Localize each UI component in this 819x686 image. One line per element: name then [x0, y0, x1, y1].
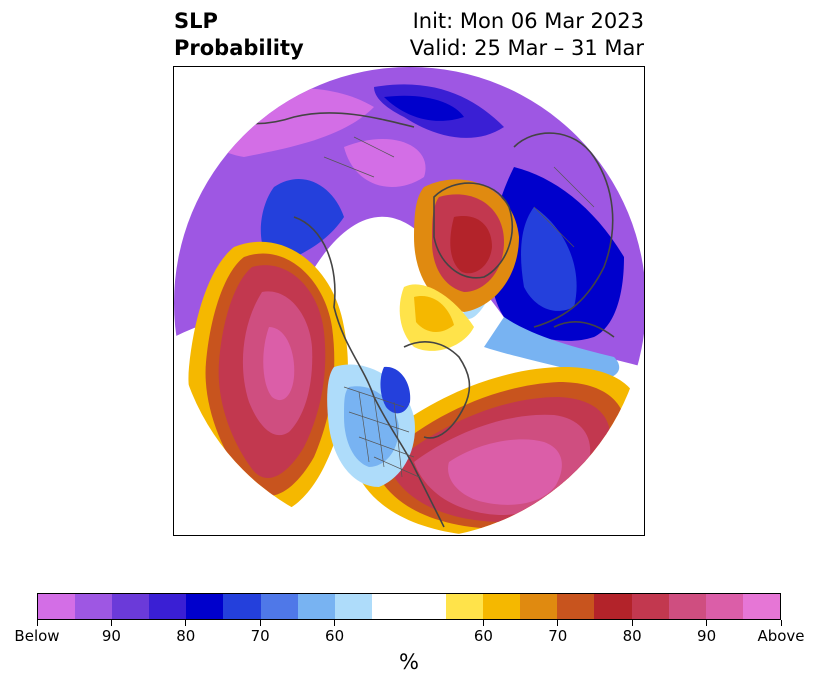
- colorbar-segment: [705, 594, 743, 619]
- colorbar-tick-label: Above: [757, 627, 805, 645]
- colorbar-segment: [520, 594, 558, 619]
- init-date: Init: Mon 06 Mar 2023: [412, 9, 644, 33]
- chart-title-left: SLP Probability: [174, 8, 304, 62]
- colorbar-tick: [482, 620, 484, 626]
- colorbar-tick: [780, 620, 782, 626]
- borders: [323, 136, 595, 478]
- colorbar-segment: [186, 594, 224, 619]
- colorbar-tick: [334, 620, 336, 626]
- colorbar-tick: [185, 620, 187, 626]
- colorbar-tick-label: 60: [325, 627, 345, 645]
- colorbar-tick-label: 80: [176, 627, 196, 645]
- above-anomaly-arctic: [399, 179, 519, 351]
- above-anomaly-pacific: [188, 241, 348, 515]
- colorbar-segment: [594, 594, 632, 619]
- colorbar-tick-label: 90: [101, 627, 121, 645]
- polar-map: [174, 67, 644, 535]
- colorbar-tick-label: 70: [250, 627, 270, 645]
- colorbar-segment: [223, 594, 261, 619]
- colorbar-segment: [149, 594, 187, 619]
- colorbar-segment: [668, 594, 706, 619]
- colorbar-segment: [742, 594, 780, 619]
- colorbar-tick: [110, 620, 112, 626]
- colorbar-tick: [631, 620, 633, 626]
- colorbar-segment: [371, 594, 409, 619]
- colorbar-segment: [38, 594, 76, 619]
- colorbar-segment: [260, 594, 298, 619]
- colorbar: [37, 593, 781, 620]
- colorbar-tick: [706, 620, 708, 626]
- map-panel: [173, 66, 645, 536]
- coastlines: [203, 106, 615, 528]
- colorbar-tick-label: 60: [473, 627, 493, 645]
- colorbar-tick: [259, 620, 261, 626]
- valid-range: Valid: 25 Mar – 31 Mar: [409, 36, 644, 60]
- colorbar-segment: [334, 594, 372, 619]
- colorbar-segment: [408, 594, 447, 619]
- colorbar-segment: [446, 594, 484, 619]
- title-metric: Probability: [174, 36, 304, 60]
- colorbar-unit-label: %: [399, 650, 419, 674]
- colorbar-segment: [112, 594, 150, 619]
- title-variable: SLP: [174, 9, 218, 33]
- colorbar-segment: [75, 594, 113, 619]
- colorbar-tick: [557, 620, 559, 626]
- colorbar-tick-label: 70: [548, 627, 568, 645]
- colorbar-tick-label: 90: [697, 627, 717, 645]
- colorbar-segment: [297, 594, 335, 619]
- chart-title-right: Init: Mon 06 Mar 2023 Valid: 25 Mar – 31…: [410, 8, 644, 62]
- colorbar-segment: [557, 594, 595, 619]
- colorbar-tick-label: Below: [14, 627, 60, 645]
- colorbar-tick-label: 80: [622, 627, 642, 645]
- colorbar-tick: [36, 620, 38, 626]
- colorbar-segment: [631, 594, 669, 619]
- colorbar-segment: [483, 594, 521, 619]
